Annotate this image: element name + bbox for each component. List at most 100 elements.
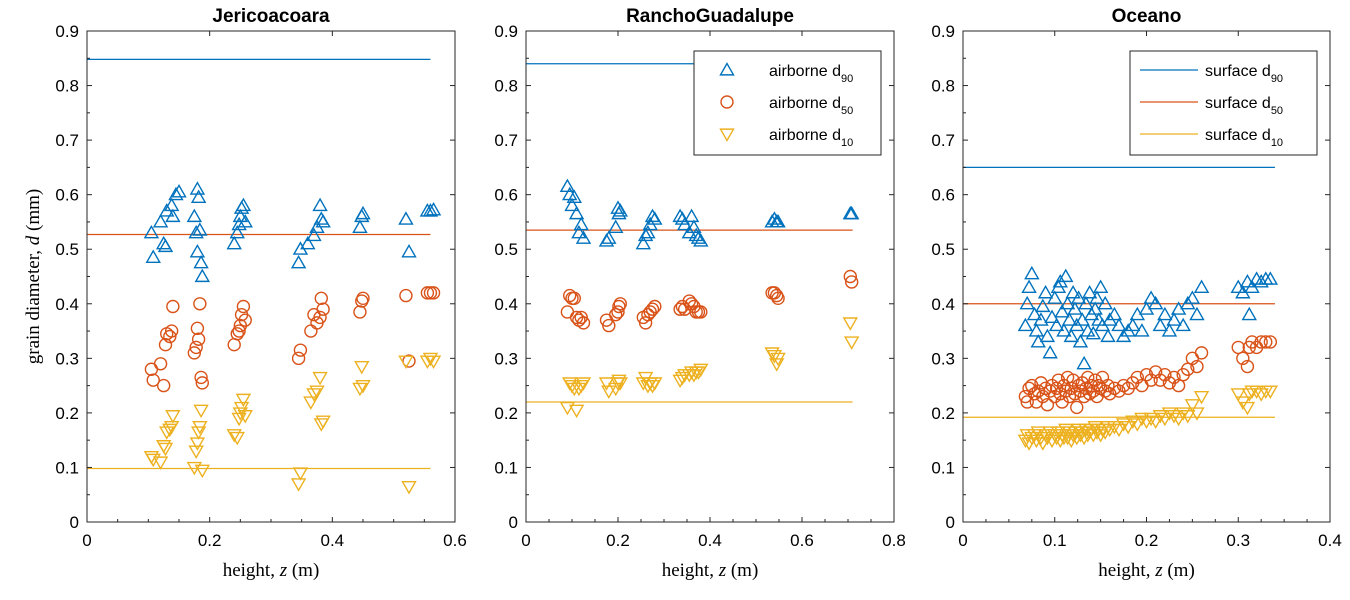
data-point	[168, 186, 184, 201]
data-point	[156, 378, 171, 393]
data-point	[1092, 279, 1109, 293]
data-point	[640, 224, 656, 239]
data-point	[1181, 362, 1195, 376]
data-point	[237, 214, 253, 228]
series-airborne-d50	[560, 269, 859, 333]
data-point	[1158, 368, 1172, 382]
panel-1: 0 0.1 0.2 0.3 0.4 0.5 0.6 0.7 0.8 0.9 0 0.2 0.4 0.6 Je…	[23, 6, 467, 581]
data-point	[1059, 295, 1076, 310]
data-point	[292, 467, 309, 481]
data-point	[1125, 415, 1141, 429]
data-point	[1072, 334, 1089, 348]
data-point	[1166, 410, 1182, 424]
data-point	[1193, 279, 1210, 293]
series-airborne-d50	[144, 286, 441, 393]
data-point	[1020, 395, 1034, 409]
data-point	[291, 351, 306, 366]
data-point	[1017, 434, 1034, 449]
data-point	[568, 404, 585, 419]
panel-title: RanchoGuadalupe	[626, 6, 794, 27]
data-point	[422, 352, 439, 367]
data-point	[1082, 387, 1097, 401]
data-point	[163, 329, 177, 344]
data-point	[422, 203, 439, 217]
data-point	[1152, 410, 1168, 424]
data-point	[1024, 265, 1040, 280]
data-point	[1085, 325, 1101, 340]
data-point	[571, 224, 587, 239]
data-point	[1017, 317, 1034, 332]
data-point	[1263, 335, 1278, 349]
data-point	[1161, 323, 1178, 337]
data-point	[771, 291, 785, 306]
y-tick-label: 0.2	[494, 404, 518, 423]
data-point	[1239, 274, 1256, 288]
data-point	[230, 327, 244, 341]
data-point	[425, 355, 442, 369]
data-point	[353, 305, 367, 319]
data-point	[352, 219, 368, 233]
data-point	[1236, 351, 1250, 366]
data-point	[613, 297, 627, 311]
data-point	[693, 363, 709, 378]
data-point	[354, 360, 370, 375]
data-point	[575, 230, 592, 244]
data-point	[573, 216, 589, 231]
y-tick-label: 0.4	[494, 295, 518, 314]
data-point	[1047, 290, 1063, 304]
data-point	[842, 317, 859, 331]
data-point	[312, 197, 328, 212]
data-point	[1147, 415, 1164, 429]
data-point	[1170, 412, 1187, 427]
data-point	[232, 407, 249, 421]
series-airborne-d90	[1017, 265, 1279, 370]
y-tick-label: 0.5	[494, 240, 518, 259]
data-point	[568, 205, 585, 220]
y-tick-label: 0.7	[931, 131, 955, 150]
legend-label: surface d90	[1205, 63, 1283, 85]
y-tick-label: 0.2	[55, 404, 79, 423]
data-point	[193, 404, 209, 419]
data-point	[232, 208, 249, 223]
data-point	[192, 222, 208, 236]
data-point	[1063, 328, 1079, 343]
y-tick-label: 0.8	[55, 77, 79, 96]
x-axis-label: height, z (m)	[662, 560, 759, 581]
data-point	[1081, 284, 1098, 299]
series-airborne-d10	[1017, 385, 1279, 451]
data-point	[1184, 290, 1201, 304]
x-tick-label: 0.2	[606, 531, 630, 550]
series-airborne-d90	[143, 181, 442, 283]
data-point	[1061, 312, 1078, 326]
data-point	[647, 377, 663, 391]
data-point	[193, 254, 209, 269]
data-point	[1190, 359, 1204, 374]
data-point	[191, 332, 206, 346]
data-point	[843, 205, 860, 220]
data-point	[1071, 378, 1086, 393]
data-point	[1027, 387, 1042, 401]
x-tick-label: 0.1	[1043, 531, 1067, 550]
legend-label: airborne d10	[769, 127, 853, 149]
data-point	[645, 302, 660, 316]
data-point	[423, 286, 438, 300]
y-tick-label: 0.5	[931, 240, 955, 259]
data-point	[673, 302, 687, 316]
data-point	[235, 197, 252, 212]
data-point	[165, 410, 181, 424]
y-tick-label: 0.1	[494, 458, 518, 477]
x-tick-label: 0	[958, 531, 967, 550]
data-point	[674, 211, 691, 225]
data-point	[638, 316, 653, 330]
data-point	[171, 184, 187, 198]
panel-title: Oceano	[1112, 6, 1182, 27]
data-point	[1056, 323, 1072, 337]
panel-3: 0 0.1 0.2 0.3 0.4 0.5 0.6 0.7 0.8 0.9 0 0.1 0.2 0.3 0.…	[931, 6, 1341, 581]
x-tick-label: 0.4	[698, 531, 722, 550]
data-point	[231, 412, 247, 427]
data-point	[1106, 306, 1123, 321]
y-tick-label: 0.6	[494, 186, 518, 205]
data-point	[1230, 388, 1246, 402]
data-point	[1042, 344, 1058, 359]
